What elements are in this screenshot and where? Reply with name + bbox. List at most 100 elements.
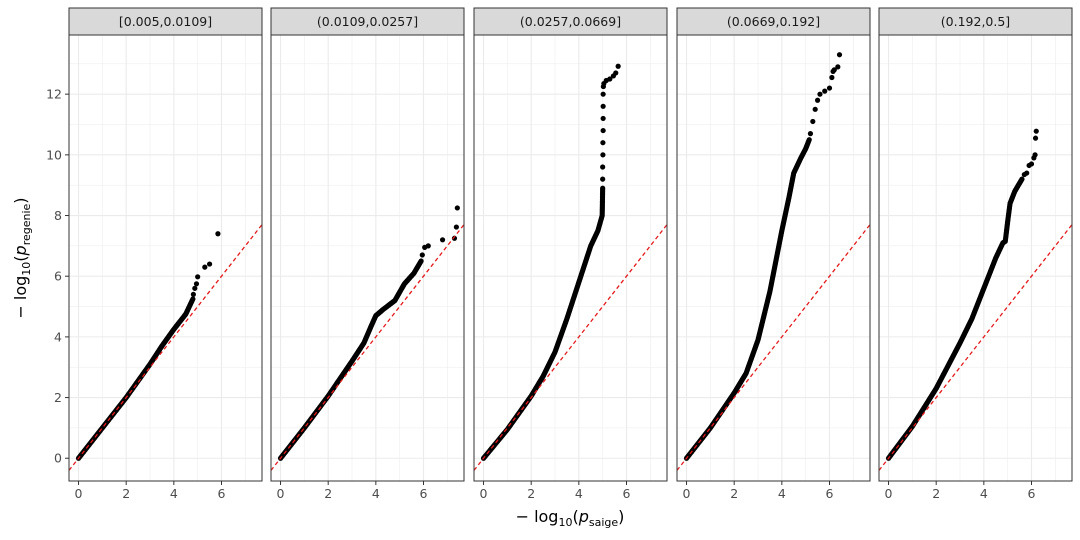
- y-tick-label: 10: [46, 147, 62, 162]
- y-tick-label: 4: [54, 329, 62, 344]
- x-tick-label: 2: [932, 486, 940, 501]
- facet-strip-label: [0.005,0.0109]: [119, 14, 212, 29]
- data-points: [480, 63, 621, 461]
- x-tick-label: 0: [75, 486, 83, 501]
- data-point: [814, 97, 821, 103]
- data-point: [600, 127, 606, 134]
- gridlines: [474, 35, 667, 481]
- data-point: [600, 164, 606, 170]
- panel-border: [270, 34, 465, 482]
- facet-strip: [68, 7, 263, 36]
- data-point: [419, 252, 425, 258]
- y-tick-label: 12: [46, 87, 62, 102]
- x-tick-label: 0: [885, 486, 893, 501]
- facet-strip-label: (0.192,0.5]: [941, 14, 1010, 29]
- data-point: [812, 106, 818, 112]
- data-point: [1028, 161, 1035, 167]
- panel-border: [676, 34, 871, 482]
- data-point: [829, 74, 835, 81]
- x-title-close: ): [618, 507, 624, 526]
- panel-border: [878, 34, 1073, 482]
- facet-panel-4: (0.0669,0.192]: [676, 7, 871, 482]
- y-tick-label: 2: [54, 390, 62, 405]
- data-point: [613, 70, 619, 76]
- y-axis: 0 2 4 6 8 10 12: [46, 87, 69, 466]
- reference-line: [879, 224, 1072, 471]
- x-title-base: 10: [558, 516, 572, 529]
- panel-background: [879, 35, 1072, 481]
- gridlines: [677, 35, 870, 481]
- reference-line: [677, 224, 870, 471]
- facet-strip-label: (0.0669,0.192]: [727, 14, 820, 29]
- x-axis-panel-3: 0 2 4 6: [480, 481, 631, 501]
- data-point: [607, 76, 613, 82]
- data-point: [454, 205, 460, 211]
- data-point: [600, 103, 606, 109]
- data-point: [807, 131, 814, 137]
- data-point: [202, 264, 208, 270]
- x-tick-label: 6: [826, 486, 834, 501]
- x-title-prefix: − log: [516, 507, 559, 526]
- facet-strip: [270, 7, 465, 36]
- data-point: [195, 274, 201, 280]
- data-point: [451, 235, 458, 241]
- panel-background: [677, 35, 870, 481]
- x-tick-label: 0: [480, 486, 488, 501]
- facet-panel-3: (0.0257,0.0669]: [473, 7, 668, 482]
- panel-background: [69, 35, 262, 481]
- gridlines: [879, 35, 1072, 481]
- x-tick-label: 4: [372, 486, 380, 501]
- data-point: [600, 152, 606, 158]
- data-point: [418, 258, 424, 264]
- data-point: [831, 67, 837, 73]
- panel-background: [474, 35, 667, 481]
- x-tick-label: 6: [420, 486, 428, 501]
- x-title-var: p: [578, 507, 589, 526]
- x-tick-label: 4: [575, 486, 583, 501]
- reference-line: [69, 224, 262, 471]
- y-title-close: ): [11, 197, 30, 203]
- data-point: [810, 118, 816, 125]
- x-axis-panel-4: 0 2 4 6: [683, 481, 834, 501]
- x-tick-label: 4: [170, 486, 178, 501]
- data-point: [1032, 135, 1039, 141]
- data-point: [600, 185, 606, 191]
- data-point: [600, 91, 606, 97]
- data-point: [193, 281, 200, 287]
- facet-strip-label: (0.0109,0.0257]: [317, 14, 418, 29]
- data-point: [600, 115, 606, 122]
- x-tick-label: 6: [218, 486, 226, 501]
- x-tick-label: 2: [324, 486, 332, 501]
- x-title-open: (: [572, 507, 578, 526]
- x-tick-label: 2: [527, 486, 535, 501]
- data-point: [439, 237, 446, 243]
- x-tick-label: 6: [1028, 486, 1036, 501]
- y-axis-title: − log10(pregenie): [11, 197, 33, 318]
- y-title-open: (: [11, 255, 30, 261]
- x-tick-label: 2: [730, 486, 738, 501]
- panel-background: [271, 35, 464, 481]
- facet-panel-1: [0.005,0.0109]: [68, 7, 263, 482]
- x-tick-label: 4: [778, 486, 786, 501]
- facet-panels: [0.005,0.0109] (0.0109,0.0257] (0.0257,0.0…: [68, 7, 1073, 482]
- x-tick-label: 4: [980, 486, 988, 501]
- data-point: [1032, 152, 1038, 158]
- data-point: [1019, 176, 1025, 182]
- y-title-sub: regenie: [20, 203, 33, 245]
- facet-strip-label: (0.0257,0.0669]: [520, 14, 621, 29]
- data-point: [826, 85, 833, 91]
- y-tick-label: 8: [54, 208, 62, 223]
- data-point: [615, 63, 621, 69]
- data-point: [822, 88, 828, 94]
- y-title-base: 10: [20, 262, 33, 276]
- data-point: [192, 285, 198, 291]
- x-tick-label: 0: [277, 486, 285, 501]
- data-point: [190, 291, 196, 298]
- facet-panel-5: (0.192,0.5]: [878, 7, 1073, 482]
- facet-strip: [878, 7, 1073, 36]
- y-tick-label: 0: [54, 451, 62, 466]
- data-point: [1033, 128, 1039, 134]
- data-point: [817, 91, 823, 97]
- data-point: [835, 64, 841, 70]
